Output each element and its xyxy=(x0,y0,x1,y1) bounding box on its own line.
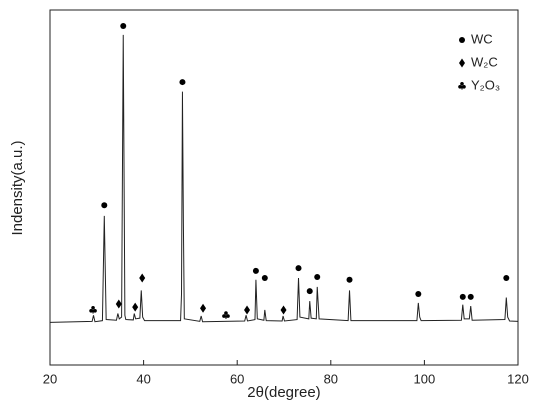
circle-marker xyxy=(467,293,474,300)
circle-marker xyxy=(252,267,259,274)
circle-marker xyxy=(261,275,268,282)
marker-part xyxy=(415,291,422,297)
legend-label: W₂C xyxy=(471,54,498,69)
marker-part xyxy=(261,275,268,282)
circle-marker xyxy=(179,79,186,86)
marker-part xyxy=(459,293,466,300)
marker-part xyxy=(120,22,127,29)
marker-part xyxy=(458,85,462,89)
legend-label: WC xyxy=(471,31,493,46)
diamond-marker xyxy=(280,305,287,315)
x-tick-label: 20 xyxy=(43,371,57,386)
marker-part xyxy=(224,311,228,315)
marker-part xyxy=(459,58,465,68)
marker-part xyxy=(467,293,474,300)
marker-part xyxy=(139,273,146,283)
marker-part xyxy=(295,265,302,272)
diamond-marker xyxy=(139,273,146,283)
circle-marker xyxy=(314,273,321,280)
marker-part xyxy=(503,275,510,282)
marker-part xyxy=(462,85,466,89)
marker-part xyxy=(225,315,227,319)
plot-frame xyxy=(49,9,519,366)
marker-part xyxy=(101,202,108,209)
spectrum-line xyxy=(49,34,519,323)
marker-part xyxy=(115,299,122,309)
diamond-marker xyxy=(200,303,207,313)
circle-marker xyxy=(415,291,422,297)
marker-part xyxy=(200,303,207,313)
diamond-marker xyxy=(115,299,122,309)
x-tick-label: 40 xyxy=(136,371,150,386)
x-tick-label: 80 xyxy=(324,371,338,386)
circle-marker xyxy=(120,22,127,29)
x-tick-label: 60 xyxy=(230,371,244,386)
legend-label: Y₂O₃ xyxy=(471,77,500,92)
x-tick-label: 120 xyxy=(507,371,529,386)
diamond-marker xyxy=(132,302,139,312)
marker-part xyxy=(280,305,287,315)
marker-part xyxy=(306,288,313,295)
y-axis-label: Indensity(a.u.) xyxy=(9,140,26,235)
marker-part xyxy=(179,79,186,86)
x-tick-label: 100 xyxy=(414,371,436,386)
circle-marker xyxy=(503,275,510,282)
diamond-marker xyxy=(459,58,465,68)
marker-part xyxy=(92,309,94,314)
marker-part xyxy=(346,276,353,283)
club-marker xyxy=(89,305,97,314)
marker-part xyxy=(222,314,226,318)
marker-part xyxy=(461,86,463,90)
marker-part xyxy=(314,273,321,280)
marker-part xyxy=(132,302,139,312)
marker-part xyxy=(460,82,464,86)
club-marker xyxy=(458,82,466,90)
club-marker xyxy=(222,311,230,319)
circle-marker xyxy=(459,37,465,43)
circle-marker xyxy=(306,288,313,295)
circle-marker xyxy=(101,202,108,209)
marker-part xyxy=(459,37,465,43)
marker-part xyxy=(252,267,259,274)
circle-marker xyxy=(346,276,353,283)
marker-part xyxy=(244,305,251,315)
marker-part xyxy=(89,308,93,313)
marker-part xyxy=(91,305,95,310)
marker-part xyxy=(226,314,230,318)
marker-part xyxy=(93,308,97,313)
circle-marker xyxy=(295,265,302,272)
circle-marker xyxy=(459,293,466,300)
x-axis-label: 2θ(degree) xyxy=(247,384,320,401)
diamond-marker xyxy=(244,305,251,315)
